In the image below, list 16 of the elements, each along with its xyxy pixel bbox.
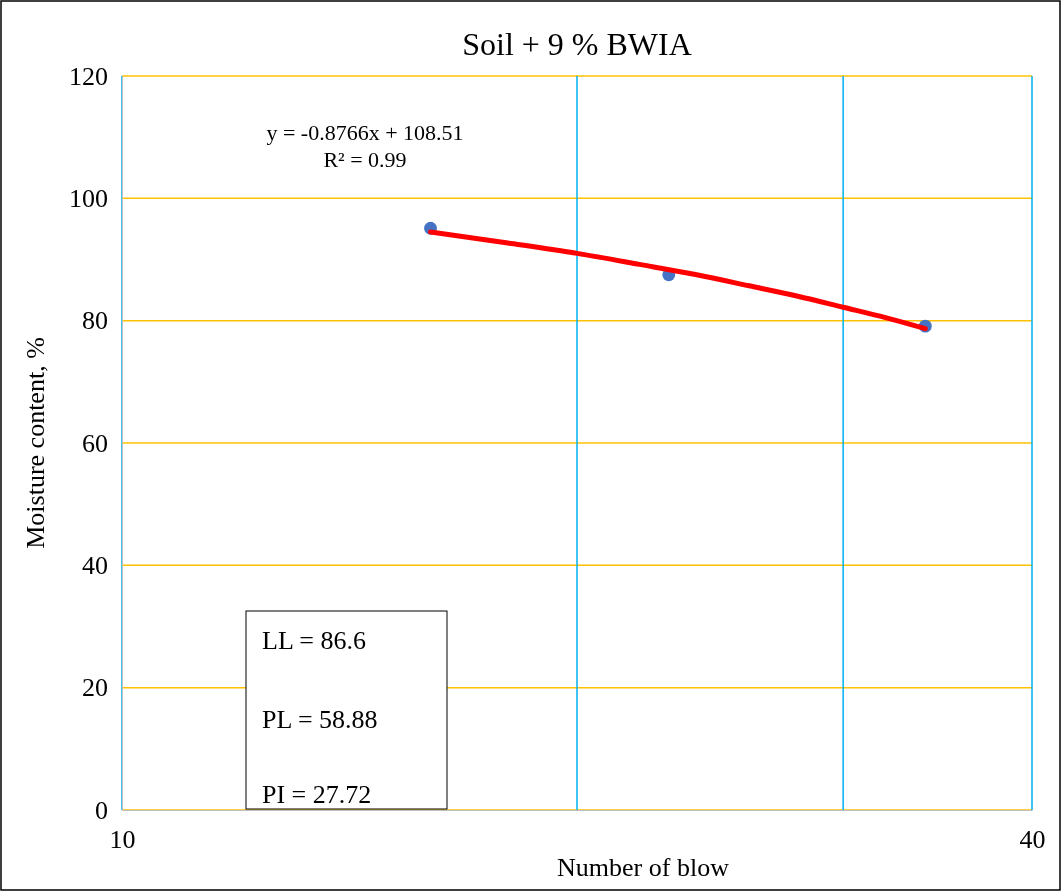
x-tick-label: 10	[109, 825, 136, 855]
y-tick-label: 60	[82, 428, 108, 458]
annotation: y = -0.8766x + 108.51	[266, 120, 464, 145]
y-tick-label: 20	[82, 673, 108, 703]
y-tick-label: 40	[82, 551, 108, 581]
annotation: R² = 0.99	[323, 147, 407, 172]
y-axis-title: Moisture content, %	[21, 337, 50, 549]
annotation: LL = 86.6	[262, 626, 366, 655]
y-tick-label: 100	[69, 184, 108, 214]
annotation: PL = 58.88	[262, 705, 378, 734]
y-tick-label: 120	[69, 61, 108, 91]
y-tick-label: 0	[95, 795, 108, 825]
x-axis-title: Number of blow	[557, 853, 730, 882]
y-tick-label: 80	[82, 306, 108, 336]
annotation: PI = 27.72	[262, 780, 372, 809]
chart-title: Soil + 9 % BWIA	[462, 26, 692, 62]
